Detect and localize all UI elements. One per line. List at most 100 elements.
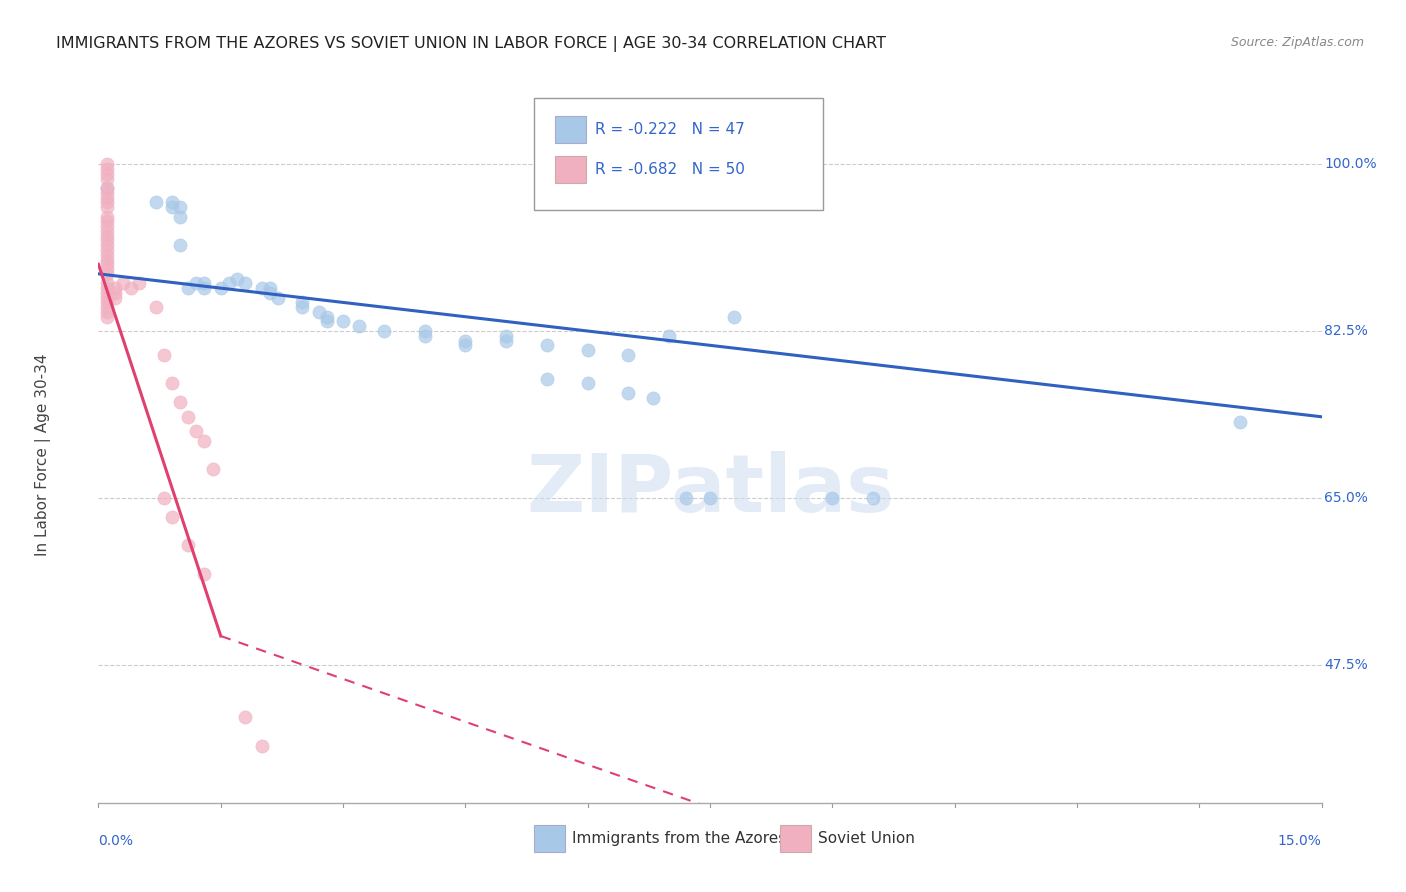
Point xyxy=(177,409,200,424)
Point xyxy=(193,277,215,291)
Point xyxy=(413,328,436,343)
Point xyxy=(259,285,281,300)
Point xyxy=(209,281,232,295)
Point xyxy=(96,238,118,252)
Point xyxy=(160,376,183,391)
Point xyxy=(169,238,191,252)
Point xyxy=(315,310,337,324)
Point xyxy=(96,310,118,324)
Point xyxy=(96,277,118,291)
Point xyxy=(1229,415,1251,429)
Point xyxy=(160,509,183,524)
Text: Immigrants from the Azores: Immigrants from the Azores xyxy=(572,831,786,846)
Text: 82.5%: 82.5% xyxy=(1324,324,1368,338)
Text: 15.0%: 15.0% xyxy=(1278,834,1322,848)
Text: Source: ZipAtlas.com: Source: ZipAtlas.com xyxy=(1230,36,1364,49)
Point xyxy=(641,391,664,405)
Point xyxy=(723,310,745,324)
Point xyxy=(862,491,884,505)
Point xyxy=(96,157,118,171)
Point xyxy=(145,195,167,210)
Point xyxy=(226,271,249,285)
Point xyxy=(96,228,118,243)
Point xyxy=(96,295,118,310)
Point xyxy=(186,277,208,291)
Text: 47.5%: 47.5% xyxy=(1324,657,1368,672)
Point xyxy=(120,281,142,295)
Point xyxy=(536,338,558,352)
Point xyxy=(233,277,256,291)
Point xyxy=(96,167,118,181)
Text: 65.0%: 65.0% xyxy=(1324,491,1368,505)
Point xyxy=(315,314,337,328)
Point xyxy=(96,262,118,277)
Point xyxy=(177,539,200,553)
Point xyxy=(96,171,118,186)
Point xyxy=(96,267,118,281)
Text: Soviet Union: Soviet Union xyxy=(818,831,915,846)
Point xyxy=(169,210,191,224)
Text: 0.0%: 0.0% xyxy=(98,834,134,848)
Text: R = -0.222   N = 47: R = -0.222 N = 47 xyxy=(595,122,745,136)
Point xyxy=(291,300,314,314)
Point xyxy=(169,395,191,409)
Point xyxy=(96,195,118,210)
Point xyxy=(193,567,215,582)
Point xyxy=(617,386,640,401)
Point xyxy=(193,434,215,448)
Point xyxy=(250,739,273,753)
Point xyxy=(233,710,256,724)
Point xyxy=(96,300,118,314)
Point xyxy=(96,248,118,262)
Point xyxy=(454,334,477,348)
Point xyxy=(96,214,118,228)
Point xyxy=(104,291,127,305)
Point xyxy=(104,285,127,300)
Point xyxy=(96,305,118,319)
Point xyxy=(169,200,191,214)
Point xyxy=(96,181,118,195)
Point xyxy=(160,200,183,214)
Point xyxy=(193,281,215,295)
Point xyxy=(201,462,224,476)
Text: IMMIGRANTS FROM THE AZORES VS SOVIET UNION IN LABOR FORCE | AGE 30-34 CORRELATIO: IMMIGRANTS FROM THE AZORES VS SOVIET UNI… xyxy=(56,36,886,52)
Point xyxy=(413,324,436,338)
Point xyxy=(454,338,477,352)
Point xyxy=(128,277,150,291)
Point xyxy=(349,319,371,334)
Point xyxy=(111,277,134,291)
Text: R = -0.682   N = 50: R = -0.682 N = 50 xyxy=(595,162,745,177)
Point xyxy=(96,224,118,238)
Point xyxy=(145,300,167,314)
Point xyxy=(152,348,174,362)
Point xyxy=(96,234,118,248)
Point xyxy=(495,334,517,348)
Point xyxy=(267,291,290,305)
Point xyxy=(96,285,118,300)
Point xyxy=(259,281,281,295)
Point xyxy=(104,281,127,295)
Point xyxy=(96,243,118,257)
Point xyxy=(96,257,118,271)
Point xyxy=(177,281,200,295)
Point xyxy=(576,343,599,357)
Point xyxy=(699,491,721,505)
Point xyxy=(373,324,395,338)
Point xyxy=(332,314,354,328)
Point xyxy=(617,348,640,362)
Point xyxy=(536,372,558,386)
Point xyxy=(576,376,599,391)
Point xyxy=(495,328,517,343)
Text: ZIPatlas: ZIPatlas xyxy=(526,450,894,529)
Text: In Labor Force | Age 30-34: In Labor Force | Age 30-34 xyxy=(35,353,52,557)
Point xyxy=(152,491,174,505)
Point xyxy=(96,252,118,267)
Point xyxy=(308,305,330,319)
Point xyxy=(658,328,681,343)
Point xyxy=(96,281,118,295)
Point xyxy=(96,219,118,234)
Point xyxy=(291,295,314,310)
Point xyxy=(675,491,697,505)
Point xyxy=(96,291,118,305)
Point xyxy=(96,200,118,214)
